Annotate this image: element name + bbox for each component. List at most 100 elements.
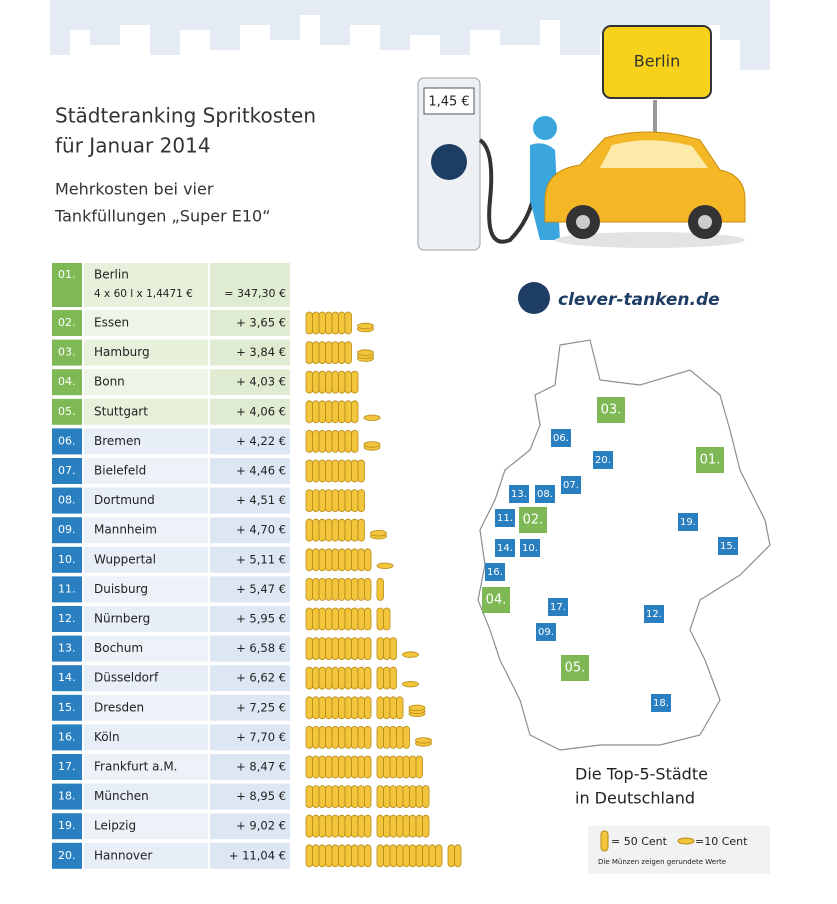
coin-50: [409, 844, 417, 868]
coin-50: [389, 755, 397, 779]
coin-50: [396, 726, 404, 749]
coin-10: [363, 414, 381, 421]
coin-50: [312, 311, 320, 335]
rank-box: [52, 398, 82, 425]
coin-50: [389, 696, 397, 720]
logo: clever-tanken.de: [558, 290, 720, 310]
map-marker: [520, 539, 540, 557]
city: Dortmund: [94, 493, 155, 507]
coin-50: [396, 785, 404, 808]
coin-50: [376, 785, 384, 808]
value-label: + 4,06 €: [236, 404, 286, 418]
coin-50: [338, 607, 346, 631]
rank-box: [52, 813, 82, 840]
coin-50: [447, 844, 455, 868]
coin-50: [325, 370, 333, 394]
coin-50: [318, 459, 326, 483]
coin-50: [376, 814, 384, 838]
coin-50: [396, 696, 404, 720]
coin-50: [344, 489, 352, 513]
value-label: + 5,47 €: [236, 582, 286, 596]
map-marker: [536, 623, 556, 641]
value-cell: [210, 606, 290, 632]
coin-50: [305, 341, 313, 365]
coin-50: [338, 548, 346, 572]
coin-50: [325, 341, 333, 365]
coin-50: [351, 489, 359, 513]
coin-10: [363, 441, 381, 448]
coin-50: [409, 785, 417, 808]
legend-label: = 50 Cent: [611, 835, 668, 848]
coin-50: [344, 814, 352, 838]
value-label: + 4,22 €: [236, 434, 286, 448]
coin-50: [364, 844, 372, 868]
city: Hannover: [94, 848, 152, 862]
coin-50: [338, 814, 346, 838]
coin-50: [351, 607, 359, 631]
rank: 09.: [58, 523, 76, 536]
coin-50: [344, 341, 352, 365]
coin-50: [312, 607, 320, 631]
city-cell: [84, 263, 208, 307]
coin-50: [422, 844, 430, 868]
city: Hamburg: [94, 345, 150, 359]
map-marker: [561, 476, 581, 494]
coin-50: [318, 518, 326, 542]
map-marker-label: 12.: [646, 609, 662, 620]
coin-50: [364, 548, 372, 572]
coin-50: [305, 844, 313, 868]
coin-50: [422, 814, 430, 838]
map-markers: 03. 06. 20. 01. 07. 13. 08. 11. 02. 19. 15. 14. 10. 1…: [482, 397, 738, 712]
city: Düsseldorf: [94, 671, 159, 685]
map-marker: [597, 397, 625, 423]
legend-label: =10 Cent: [695, 835, 748, 848]
rank-box: [52, 263, 82, 307]
coin-50: [305, 755, 313, 779]
coin-50: [331, 666, 339, 690]
value-label: + 7,70 €: [236, 730, 286, 744]
city: Duisburg: [94, 582, 148, 596]
coin-50: [312, 814, 320, 838]
map-marker-label: 07.: [563, 480, 579, 491]
rank: 08.: [58, 494, 76, 507]
coin-50: [318, 400, 326, 424]
rank: 12.: [58, 612, 76, 625]
coin-50: [351, 459, 359, 483]
coin-50: [338, 578, 346, 601]
coin-50: [364, 755, 372, 779]
value-cell: [210, 724, 290, 751]
legend-big-coin: [600, 830, 609, 852]
coin-50: [351, 726, 359, 749]
coin-50: [338, 370, 346, 394]
coin-50: [402, 844, 410, 868]
city-cell: [84, 369, 208, 396]
city-cell: [84, 576, 208, 603]
coin-50: [389, 844, 397, 868]
subtitle: Tankfüllungen „Super E10“: [54, 207, 271, 226]
coin-50: [376, 726, 384, 749]
coin-10: [357, 349, 374, 356]
coin-50: [325, 459, 333, 483]
coin-50: [396, 755, 404, 779]
value-cell: [210, 783, 290, 810]
coin-50: [344, 607, 352, 631]
coin-50: [338, 785, 346, 808]
coin-50: [344, 400, 352, 424]
rank-box: [52, 724, 82, 751]
legend-small-coin: [677, 837, 695, 845]
coin-50: [383, 814, 391, 838]
coin-50: [331, 785, 339, 808]
coin-50: [312, 666, 320, 690]
coin-50: [331, 814, 339, 838]
value-cell: [210, 310, 290, 336]
map-marker: [485, 563, 505, 581]
coin-50: [312, 726, 320, 749]
coin-50: [364, 785, 372, 808]
coin-50: [325, 844, 333, 868]
coin-50: [357, 578, 365, 601]
coin-50: [376, 696, 384, 720]
coin-50: [331, 459, 339, 483]
city-cell: [84, 813, 208, 840]
coin-50: [364, 814, 372, 838]
map-caption: in Deutschland: [575, 789, 695, 808]
